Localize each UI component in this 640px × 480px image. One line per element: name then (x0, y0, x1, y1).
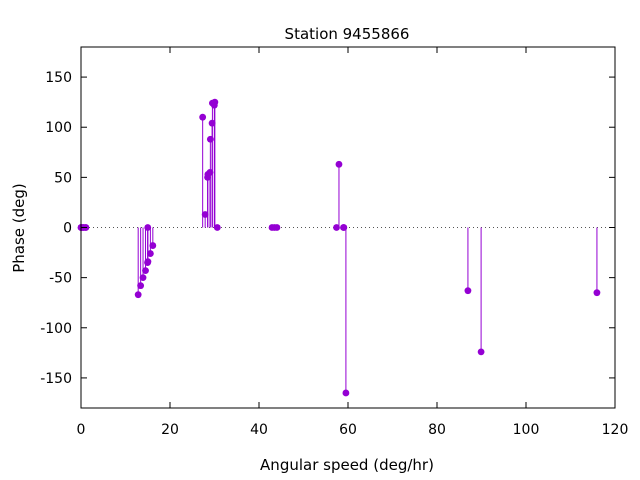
y-tick-label: -100 (40, 321, 72, 337)
x-tick-label: 20 (161, 422, 179, 438)
stem-point (146, 250, 154, 257)
x-axis-ticks: 0 20 40 60 80 100 120 (77, 47, 629, 438)
stem-point (213, 224, 221, 231)
stem-point (144, 258, 152, 265)
chart-title: Station 9455866 (285, 25, 410, 43)
stem-point (477, 348, 485, 356)
x-tick-label: 60 (339, 422, 357, 438)
x-tick-label: 80 (428, 422, 446, 438)
x-axis-title: Angular speed (deg/hr) (260, 456, 434, 474)
stem-point (137, 282, 145, 290)
x-tick-label: 100 (513, 422, 540, 438)
y-tick-label: 50 (54, 170, 72, 186)
stem-point (201, 211, 209, 218)
stem-point (206, 168, 214, 176)
points-layer (77, 98, 601, 397)
stems-layer (137, 102, 598, 393)
stem-point (333, 224, 340, 231)
y-tick-label: 100 (45, 120, 72, 136)
y-axis-title: Phase (deg) (10, 183, 28, 273)
y-tick-label: -50 (49, 271, 72, 287)
y-tick-label: 150 (45, 70, 72, 86)
x-tick-label: 40 (250, 422, 268, 438)
stem-point (199, 113, 207, 121)
y-tick-label: 0 (63, 221, 72, 237)
stem-point (134, 291, 142, 299)
x-tick-label: 0 (77, 422, 86, 438)
x-tick-label: 120 (602, 422, 629, 438)
stem-point (335, 160, 343, 168)
stem-point (206, 135, 214, 143)
stem-point (464, 287, 472, 295)
stem-point (208, 119, 216, 127)
stem-point (144, 224, 152, 231)
y-tick-label: -150 (40, 371, 72, 387)
stem-point (139, 274, 147, 282)
y-axis-ticks: -150 -100 -50 0 50 100 150 (40, 70, 615, 387)
stem-point (273, 224, 281, 231)
stem-point (342, 389, 350, 397)
stem-point (142, 267, 149, 275)
stem-point (149, 242, 157, 249)
stem-point (340, 224, 348, 231)
stem-point (211, 98, 219, 106)
stem-point (593, 289, 601, 297)
